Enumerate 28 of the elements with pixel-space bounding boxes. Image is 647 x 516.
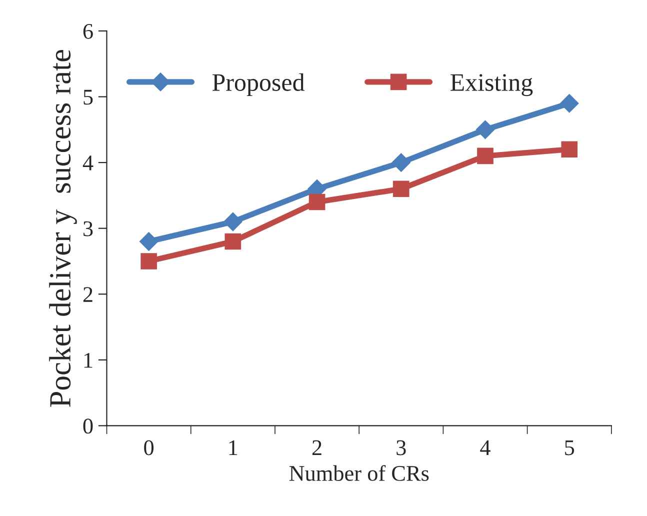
x-tick-label: 3: [396, 440, 406, 456]
point: [224, 212, 242, 232]
point: [560, 94, 579, 113]
x-tick-label: 2: [312, 440, 322, 456]
point: [561, 141, 578, 158]
legend-label: Proposed: [212, 73, 305, 96]
point: [392, 153, 410, 172]
y-tick-label: 4: [82, 156, 94, 170]
point: [140, 253, 157, 270]
x-axis-title: Number of CRs: [289, 465, 429, 481]
point: [476, 120, 495, 140]
y-tick-label: 2: [83, 287, 92, 302]
point: [308, 194, 326, 210]
y-tick-label: 1: [84, 352, 92, 368]
y-axis-title: Pocket deliver y success rate: [49, 50, 77, 407]
point: [224, 233, 242, 250]
point: [139, 232, 158, 251]
x-tick-label: 0: [144, 440, 154, 456]
y-tick-label: 5: [84, 90, 93, 105]
y-tick-label: 3: [84, 221, 93, 236]
legend-label: Existing: [450, 74, 533, 96]
y-tick-label: 6: [83, 24, 93, 39]
x-tick-label: 5: [565, 440, 574, 456]
x-tick-label: 4: [480, 440, 490, 456]
point: [392, 180, 410, 198]
x-tick-label: 1: [229, 440, 238, 456]
point: [477, 148, 494, 164]
y-tick-label: 0: [83, 418, 93, 434]
